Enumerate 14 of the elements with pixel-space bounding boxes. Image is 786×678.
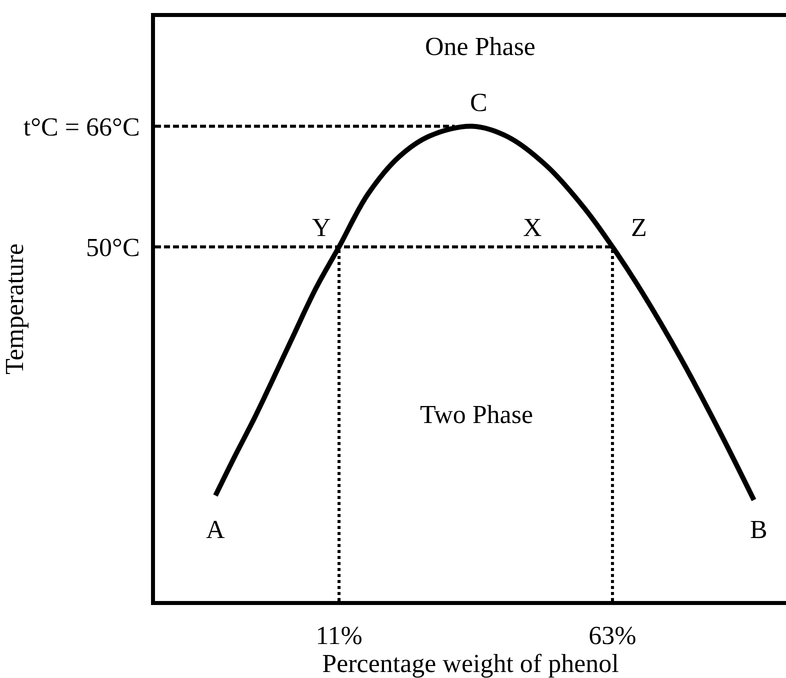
annotation: B [750,515,768,544]
annotation: C [470,88,488,117]
x-tick-label: 63% [588,621,636,650]
annotation: Y [312,213,331,242]
y-axis-title: Temperature [0,244,29,374]
y-tick-label: t°C = 66°C [23,112,140,142]
y-tick-label: 50°C [86,232,140,262]
annotation: Two Phase [420,400,534,429]
x-axis-title: Percentage weight of phenol [322,649,619,678]
annotation: One Phase [425,32,536,61]
annotation: A [206,515,225,544]
annotation: Z [631,213,647,242]
x-tick-label: 11% [316,621,362,650]
annotation: X [523,213,542,242]
